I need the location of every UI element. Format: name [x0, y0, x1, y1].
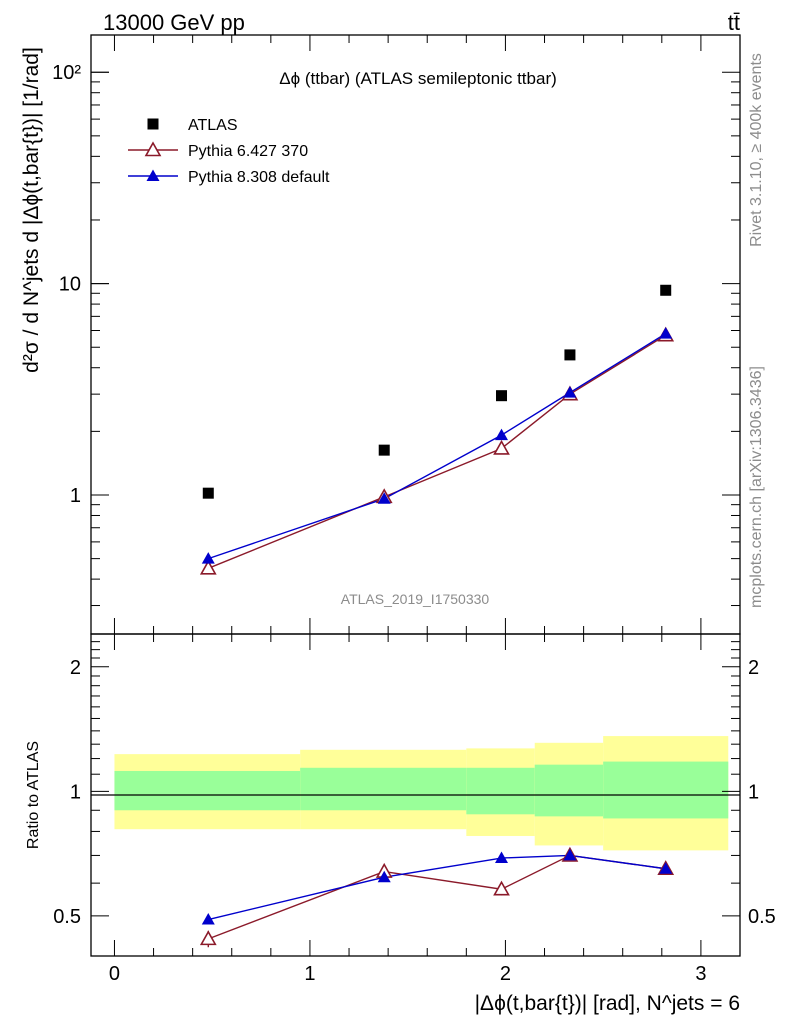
- main-series-line-2: [208, 333, 667, 560]
- ratio-axis-ticks: 0.5 0.5 1 1 2 2 0 1 2 3: [53, 633, 776, 985]
- ratio-point-s1-3: [563, 848, 577, 861]
- main-point-s0-0: [202, 487, 214, 499]
- ratio-y-tick-label-left: 1: [70, 781, 81, 803]
- main-y-tick-label: 10: [59, 274, 81, 296]
- legend-label-1: Pythia 6.427 370: [188, 143, 308, 160]
- main-plot-panel: Δϕ (ttbar) (ATLAS semileptonic ttbar) d²…: [20, 34, 741, 635]
- ratio-point-s1-4: [659, 862, 673, 874]
- main-y-axis-label: d²σ / d N^jets d |Δϕ(t,bar{t})| [1/rad]: [20, 47, 43, 373]
- ratio-plot-panel: Ratio to ATLAS |Δϕ(t,bar{t})| [rad], N^j…: [25, 633, 776, 1015]
- ratio-y-tick-label-left: 2: [70, 657, 81, 679]
- main-series-markers: [199, 284, 675, 575]
- main-point-s1-0: [199, 559, 217, 575]
- x-tick-label: 3: [695, 963, 706, 985]
- ratio-point-s1-1: [377, 870, 391, 883]
- x-tick-label: 1: [304, 963, 315, 985]
- ratio-point-s1-0: [201, 913, 215, 925]
- band-inner-1: [300, 767, 467, 811]
- ratio-y-tick-label-right: 2: [748, 657, 759, 679]
- main-point-s2-0: [201, 552, 215, 564]
- main-point-s2-1: [377, 492, 391, 504]
- band-inner-2: [466, 767, 535, 815]
- plot-title: Δϕ (ttbar) (ATLAS semileptonic ttbar): [279, 69, 557, 88]
- ratio-series-line-1: [208, 854, 666, 921]
- x-axis-label: |Δϕ(t,bar{t})| [rad], N^jets = 6: [475, 992, 740, 1015]
- x-tick-label: 2: [500, 963, 511, 985]
- analysis-id-label: ATLAS_2019_I1750330: [341, 591, 490, 607]
- legend-label-0: ATLAS: [188, 117, 238, 134]
- band-inner-4: [603, 761, 729, 819]
- main-series-lines: [208, 333, 667, 569]
- ratio-point-s1-2: [495, 851, 509, 864]
- source-label: mcplots.cern.ch [arXiv:1306.3436]: [748, 366, 765, 608]
- legend-marker-2: [146, 169, 160, 181]
- main-point-s0-4: [660, 284, 672, 296]
- ratio-point-s0-0: [199, 930, 217, 946]
- uncertainty-bands: [114, 736, 729, 851]
- ratio-y-axis-label: Ratio to ATLAS: [25, 741, 42, 849]
- legend-label-2: Pythia 8.308 default: [188, 169, 330, 186]
- rivet-version-label: Rivet 3.1.10, ≥ 400k events: [748, 53, 765, 247]
- legend-marker-1: [144, 141, 162, 157]
- main-point-s0-2: [496, 390, 508, 402]
- ratio-y-tick-label-left: 0.5: [53, 906, 81, 928]
- main-y-tick-label: 10²: [52, 62, 81, 84]
- ratio-y-tick-label-right: 0.5: [748, 906, 776, 928]
- ratio-plot-frame: [90, 633, 741, 957]
- main-point-s0-1: [378, 444, 390, 456]
- legend: ATLAS Pythia 6.427 370 Pythia 8.308 defaul…: [128, 117, 330, 186]
- x-tick-label: 0: [109, 963, 120, 985]
- main-point-s2-3: [563, 386, 577, 398]
- main-y-tick-label: 1: [70, 485, 81, 507]
- main-point-s0-3: [564, 349, 576, 361]
- ratio-series-markers: [199, 846, 675, 948]
- ratio-y-tick-label-right: 1: [748, 781, 759, 803]
- main-point-s1-2: [493, 439, 510, 455]
- main-series-line-1: [208, 334, 667, 569]
- main-point-s2-4: [659, 327, 673, 339]
- process-label: tt̄: [728, 10, 740, 35]
- energy-label: 13000 GeV pp: [103, 10, 245, 35]
- ratio-series-lines: [208, 854, 666, 940]
- legend-marker-0: [147, 118, 159, 130]
- main-axis-ticks: 1 10 10²: [52, 35, 740, 634]
- band-inner-0: [114, 770, 301, 811]
- ratio-point-s0-2: [493, 880, 510, 896]
- main-point-s2-2: [495, 428, 509, 441]
- band-inner-3: [534, 764, 604, 817]
